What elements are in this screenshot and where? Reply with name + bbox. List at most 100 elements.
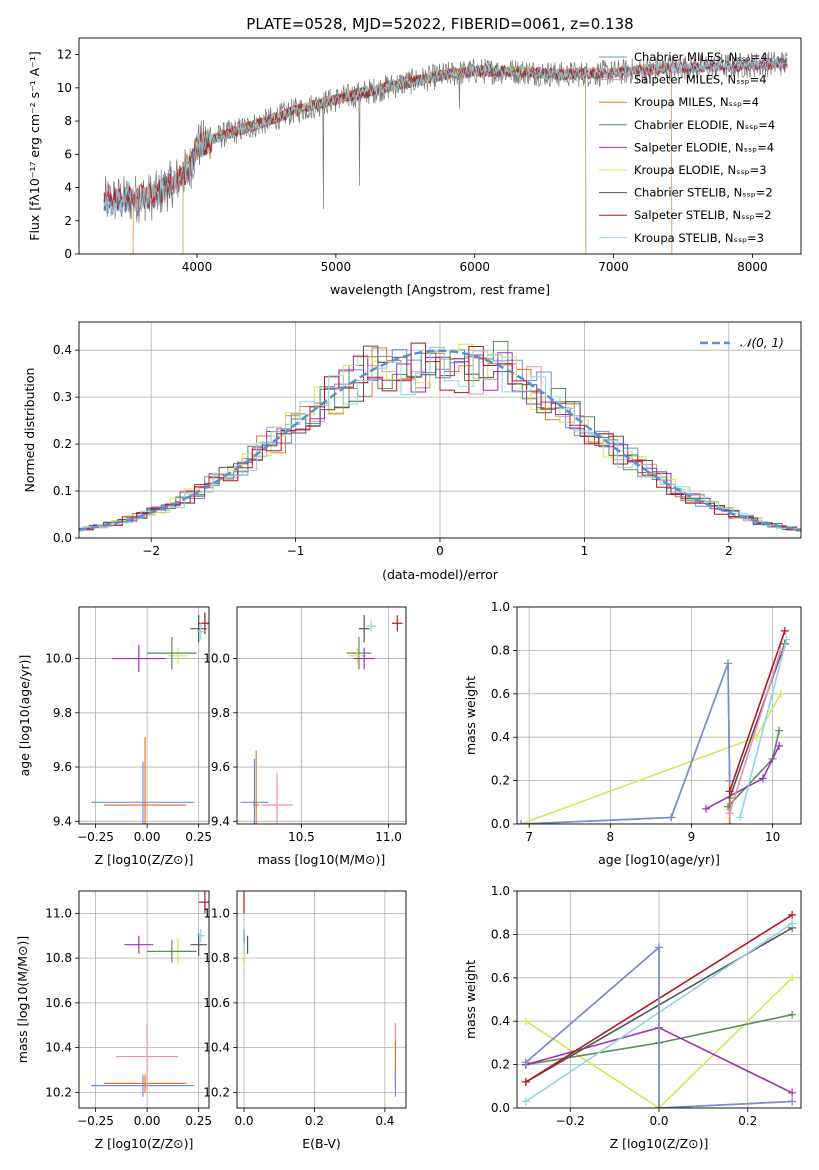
y-tick-label: 0.8: [491, 643, 510, 657]
y-tick-label: 10.8: [203, 951, 230, 965]
y-axis-label: mass weight: [463, 676, 478, 755]
y-tick-label: 9.6: [211, 760, 230, 774]
x-tick-label: 4000: [182, 260, 213, 274]
x-tick-label: −0.2: [556, 1114, 585, 1128]
series-marker: [521, 1097, 530, 1106]
series-salpeter-stelib: [725, 626, 789, 796]
x-tick-label: 5000: [321, 260, 352, 274]
x-tick-label: 0: [436, 544, 444, 558]
y-tick-label: 0.4: [491, 1014, 510, 1028]
series-marker: [780, 626, 789, 635]
x-tick-label: 0.2: [305, 1114, 324, 1128]
y-axis-label: Normed distribution: [22, 368, 37, 493]
y-tick-label: 10.0: [45, 652, 72, 666]
legend-label: Kroupa STELIB, Nₛₛₚ=3: [634, 231, 764, 245]
series-line: [728, 650, 782, 814]
x-tick-label: 9: [688, 830, 696, 844]
errorbar-point: [261, 772, 293, 824]
y-tick-label: 10.8: [45, 951, 72, 965]
y-tick-label: 4: [64, 181, 72, 195]
y-tick-label: 0.2: [491, 774, 510, 788]
legend-label: 𝒩(0, 1): [740, 336, 784, 350]
errorbar-point: [346, 636, 372, 670]
errorbar-point: [91, 1074, 195, 1097]
y-tick-label: 0.6: [491, 971, 510, 985]
x-tick-label: 0.00: [134, 1114, 161, 1128]
series-marker: [521, 1058, 530, 1067]
axes-frame: [78, 606, 210, 825]
series-marker: [521, 1017, 530, 1026]
axes-age_vs_Z: −0.25 0.00 0.25 9.4 9.6 9.8 10.0 Z [log10(Z/Z⊙)…: [17, 606, 212, 867]
x-axis-label: Z [log10(Z/Z⊙)]: [95, 852, 194, 867]
y-tick-label: 10.2: [203, 1085, 230, 1099]
x-tick-label: 0.4: [375, 1114, 394, 1128]
series-salpeter-elodie: [702, 741, 784, 813]
x-tick-label: 7: [525, 830, 533, 844]
legend-label: Chabrier MILES, Nₛₛₚ=4: [634, 50, 768, 64]
axes-frame: [78, 321, 802, 539]
axes-frame: [516, 890, 802, 1109]
series-line: [525, 977, 793, 1108]
axes-frame: [78, 37, 802, 255]
series-marker: [776, 689, 785, 698]
series-line: [728, 630, 786, 792]
y-axis-label: Flux [fλ10⁻¹⁷ erg cm⁻² s⁻¹ A⁻¹]: [27, 51, 42, 240]
series-line: [728, 643, 786, 799]
series-marker: [736, 813, 745, 822]
series-marker: [775, 726, 784, 735]
model-spectrum: [182, 65, 587, 254]
y-tick-label: 8: [64, 114, 72, 128]
x-tick-label: 2: [725, 544, 733, 558]
y-axis-label: mass weight: [463, 960, 478, 1039]
x-tick-label: 10: [765, 830, 780, 844]
y-tick-label: 1.0: [491, 600, 510, 614]
series-marker: [788, 910, 797, 919]
x-tick-label: −1: [287, 544, 305, 558]
plot-area: [79, 607, 209, 824]
y-tick-label: 0.4: [53, 343, 72, 357]
y-tick-label: 0.6: [491, 687, 510, 701]
axes-frame: [78, 890, 210, 1109]
legend-label: Salpeter MILES, Nₛₛₚ=4: [634, 73, 767, 87]
y-tick-label: 9.4: [53, 814, 72, 828]
plot-area: [237, 891, 406, 1108]
plot-area: [517, 607, 801, 824]
x-tick-label: 0.0: [649, 1114, 668, 1128]
gaussian-curve: [79, 349, 801, 532]
axes-weight_vs_Z: −0.2 0.0 0.2 0.0 0.2 0.4 0.6 0.8 1.0 Z [log10(Z/Z…: [463, 884, 802, 1151]
x-tick-label: 7000: [598, 260, 629, 274]
legend-label: Kroupa MILES, Nₛₛₚ=4: [634, 95, 759, 109]
errorbar-point: [147, 636, 197, 670]
series-marker: [723, 802, 732, 811]
data-spectrum: [103, 51, 788, 223]
x-tick-label: 8000: [737, 260, 768, 274]
series-line: [520, 693, 782, 824]
x-tick-label: −0.25: [77, 1114, 114, 1128]
series-marker: [725, 776, 734, 785]
y-tick-label: 9.8: [53, 706, 72, 720]
y-tick-label: 0.1: [53, 484, 72, 498]
axes-mass_vs_ebv: 0.0 0.2 0.4 10.2 10.4 10.6 10.8 11.0 E(B-V): [203, 890, 407, 1151]
plot-area: [237, 607, 406, 824]
y-tick-label: 10.4: [203, 1041, 230, 1055]
x-axis-label: Z [log10(Z/Z⊙)]: [610, 1136, 709, 1151]
y-tick-label: 10.6: [203, 996, 230, 1010]
errorbar-point: [196, 929, 205, 943]
axes-frame: [236, 606, 407, 825]
series-marker: [788, 919, 797, 928]
series-marker: [521, 1077, 530, 1086]
y-tick-label: 10.4: [45, 1041, 72, 1055]
errorbar-point: [91, 761, 195, 824]
series-line: [739, 639, 788, 818]
x-tick-label: 6000: [459, 260, 490, 274]
series-chabrier-miles: [521, 943, 797, 1108]
x-axis-label: E(B-V): [302, 1136, 341, 1151]
series-marker: [788, 1097, 797, 1106]
plot-area: [79, 891, 209, 1108]
errorbar-point: [167, 647, 189, 664]
series-marker: [655, 1104, 663, 1108]
errorbar-point: [252, 750, 260, 824]
y-tick-label: 0.3: [53, 390, 72, 404]
series-marker: [788, 973, 797, 982]
